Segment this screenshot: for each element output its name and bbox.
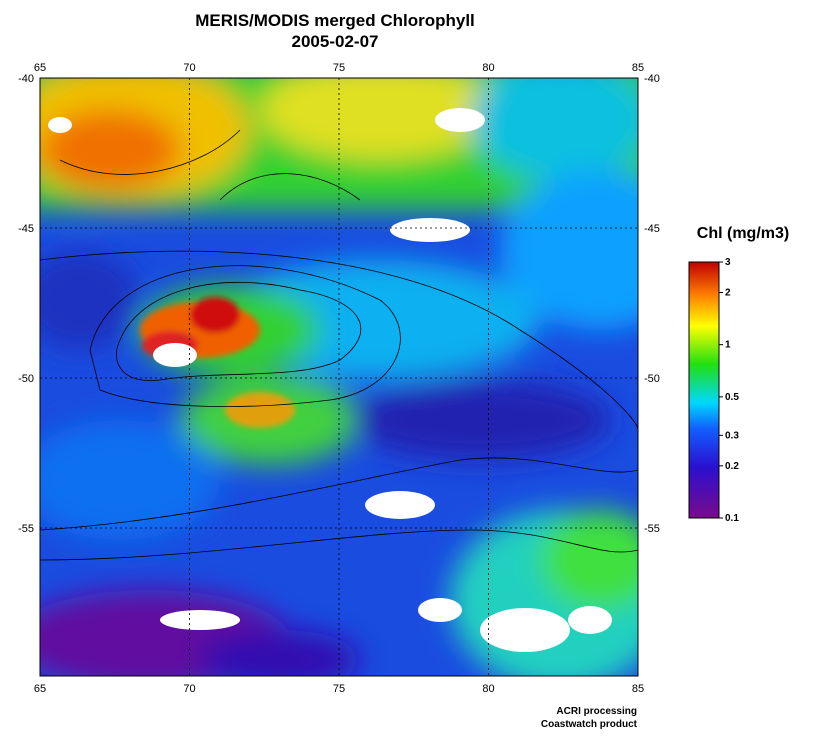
- colorbar-tick-label: 1: [725, 340, 731, 351]
- lon-tick-label: 65: [34, 683, 46, 695]
- footer-line: Coastwatch product: [541, 719, 638, 730]
- chlorophyll-map: [40, 78, 638, 676]
- lon-tick-label: 85: [632, 683, 644, 695]
- colorbar-tick-label: 0.2: [725, 461, 739, 472]
- lat-tick-label: -50: [18, 373, 34, 385]
- lon-tick-label: 65: [34, 62, 46, 74]
- lat-tick-label: -50: [644, 373, 660, 385]
- footer-line: ACRI processing: [556, 706, 637, 717]
- date: 2005-02-07: [292, 32, 379, 51]
- colorbar-tick-label: 0.1: [725, 513, 739, 524]
- colorbar-title: Chl (mg/m3): [697, 225, 789, 242]
- lon-tick-label: 80: [482, 683, 494, 695]
- colorbar-tick-label: 2: [725, 288, 731, 299]
- lat-tick-label: -45: [644, 223, 660, 235]
- lat-tick-label: -55: [18, 523, 34, 535]
- lat-tick-label: -40: [644, 73, 660, 85]
- colorbar-tick-label: 0.5: [725, 392, 739, 403]
- lon-tick-label: 85: [632, 62, 644, 74]
- lat-tick-label: -55: [644, 523, 660, 535]
- lon-tick-label: 70: [183, 683, 195, 695]
- lon-tick-label: 75: [333, 62, 345, 74]
- lon-tick-label: 70: [183, 62, 195, 74]
- bathymetry-contours: [40, 129, 638, 561]
- colorbar: [688, 261, 720, 519]
- cloud-patches: [48, 108, 612, 652]
- colorbar-tick-label: 3: [725, 257, 731, 268]
- lon-tick-label: 75: [333, 683, 345, 695]
- lon-tick-label: 80: [482, 62, 494, 74]
- colorbar-tick-label: 0.3: [725, 430, 739, 441]
- lat-tick-label: -45: [18, 223, 34, 235]
- title: MERIS/MODIS merged Chlorophyll: [195, 11, 475, 30]
- lat-tick-label: -40: [18, 73, 34, 85]
